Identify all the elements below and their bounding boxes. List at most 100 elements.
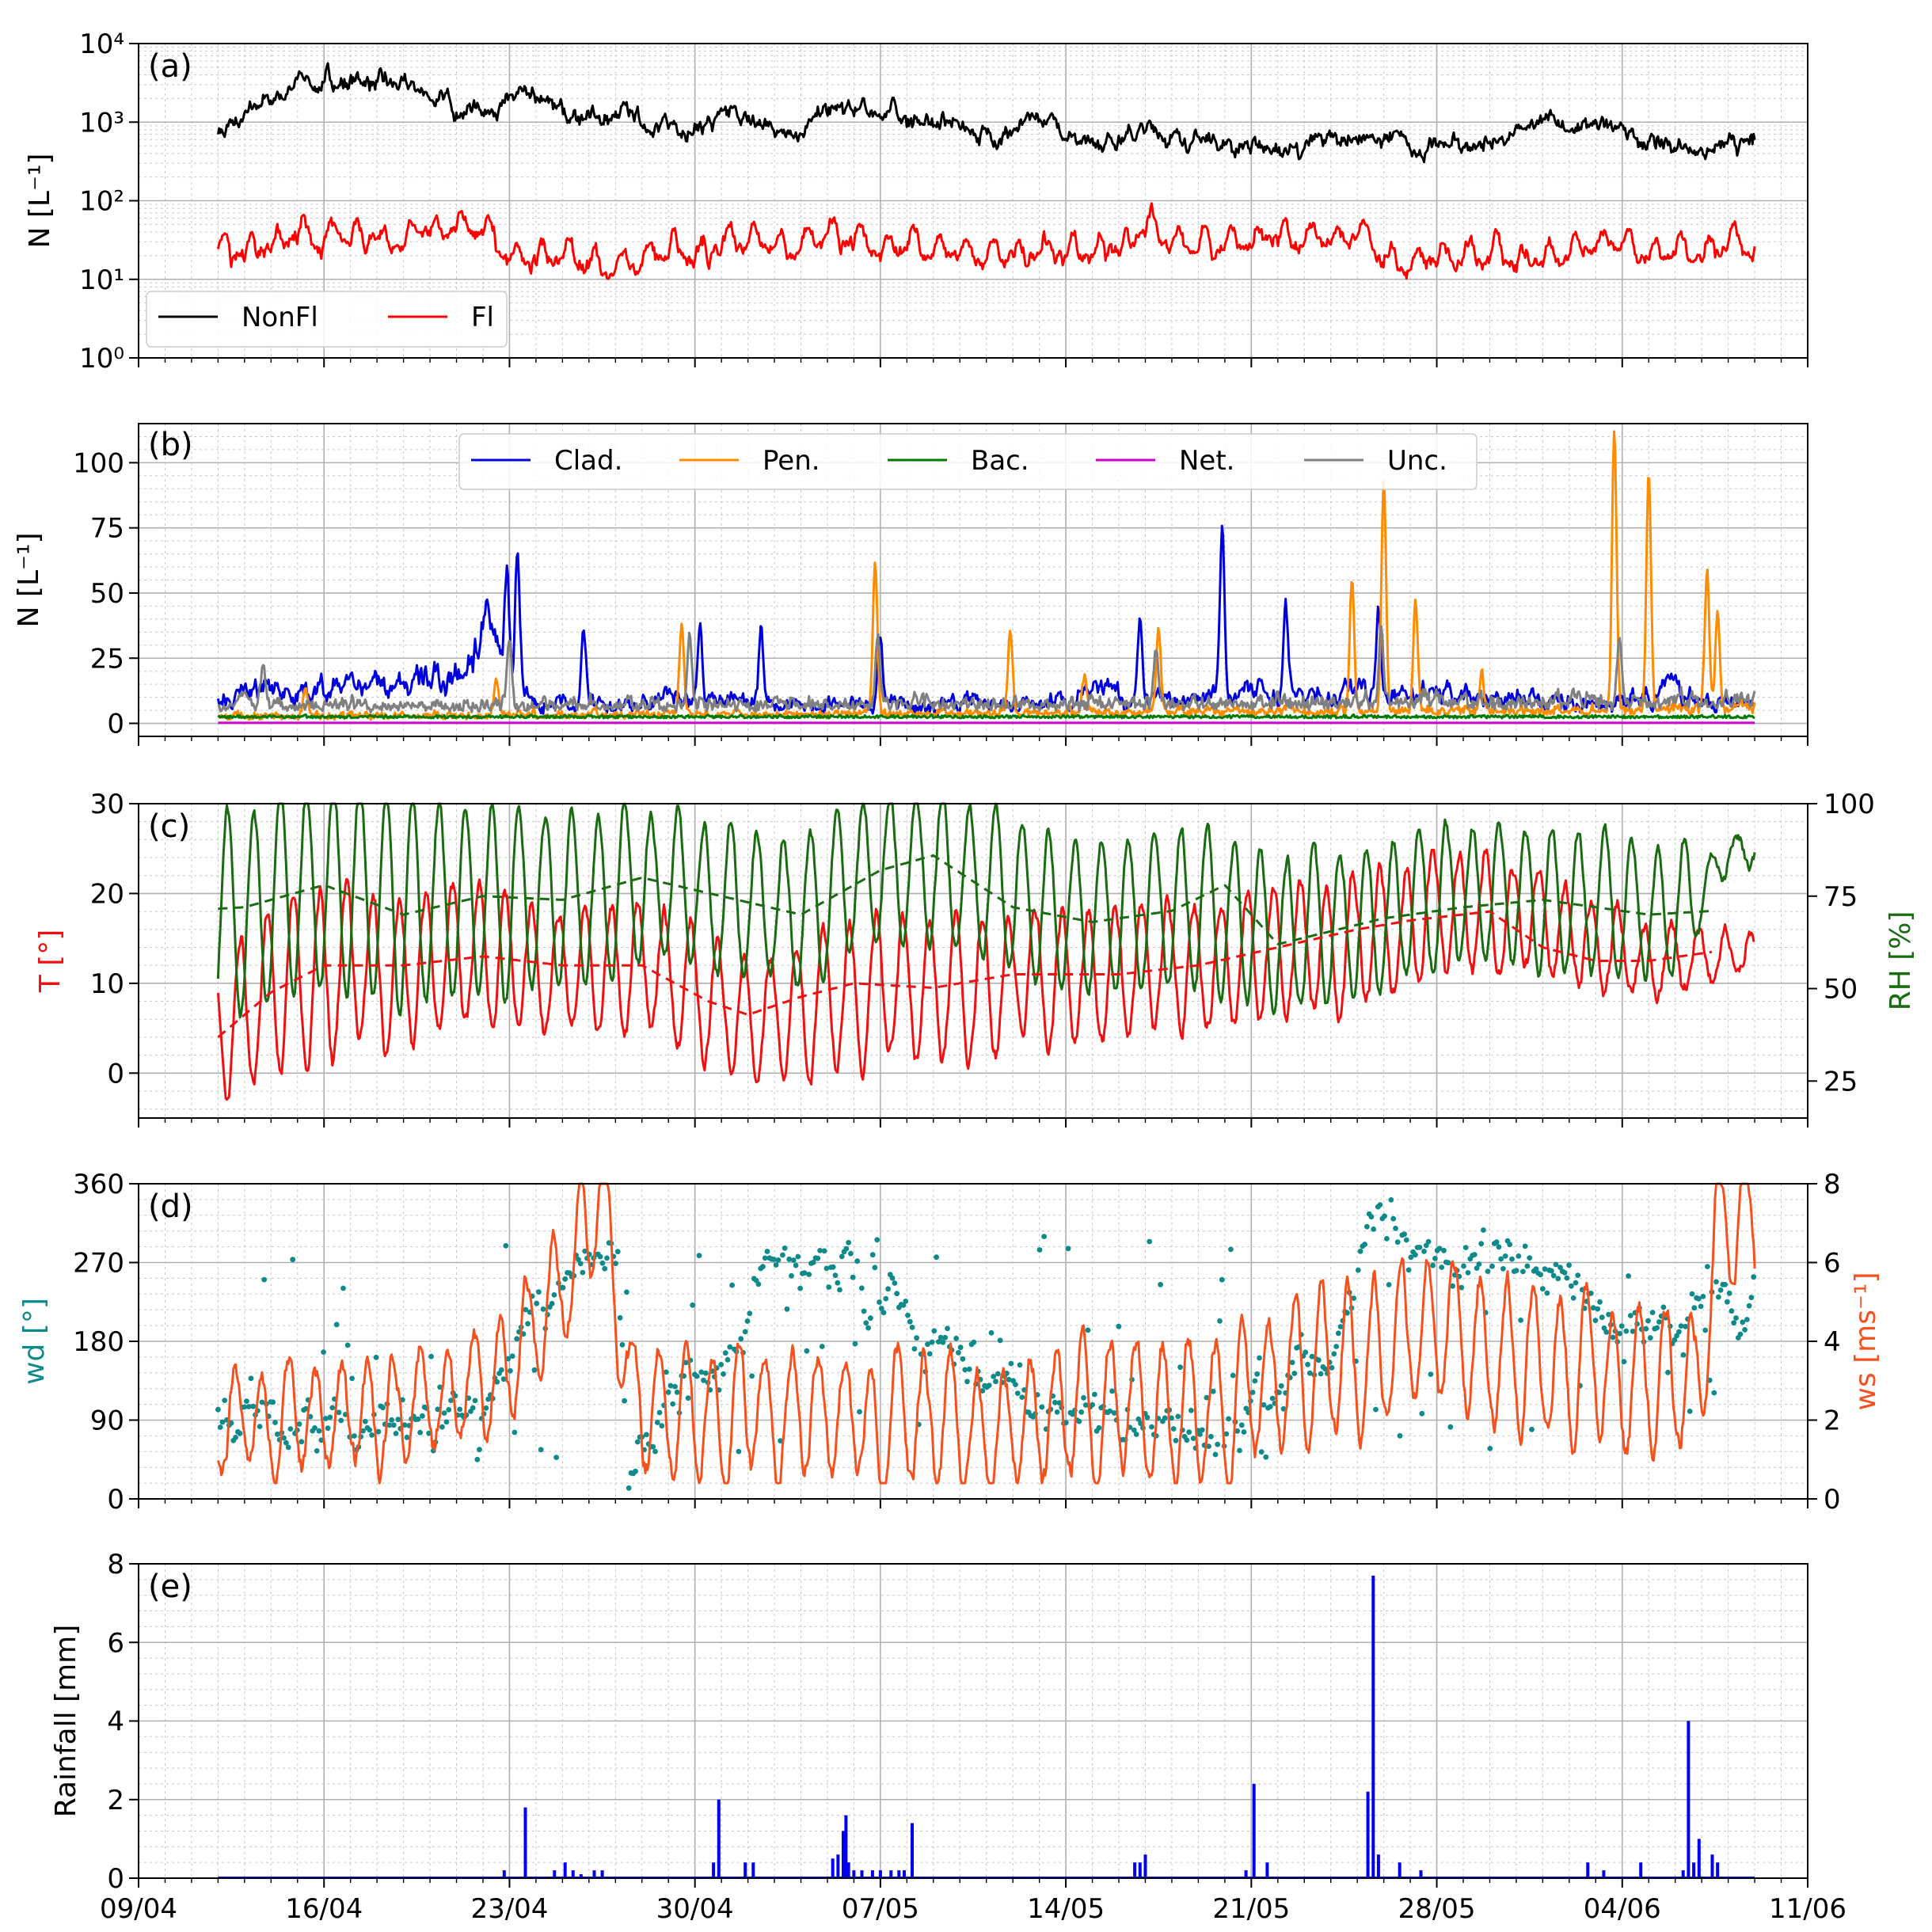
y-tick-label: 75 — [1824, 881, 1858, 913]
wd-point — [322, 1416, 329, 1421]
wd-point — [1691, 1305, 1698, 1311]
wd-point — [1671, 1337, 1678, 1343]
wd-point — [536, 1289, 542, 1295]
wd-point — [1498, 1256, 1504, 1262]
wd-point — [1700, 1294, 1706, 1299]
wd-point — [1199, 1427, 1205, 1433]
series-ws — [216, 1182, 1756, 1485]
wd-point — [597, 1253, 603, 1260]
wd-point — [694, 1373, 700, 1379]
wd-point — [852, 1341, 858, 1347]
wd-point — [995, 1371, 1001, 1377]
wd-point — [883, 1295, 889, 1302]
wd-point — [470, 1405, 476, 1411]
wd-point — [1518, 1318, 1523, 1323]
x-tick-label: 16/04 — [285, 1893, 363, 1925]
rainfall-bar — [911, 1823, 914, 1878]
wd-point — [911, 1346, 918, 1352]
wd-point — [659, 1423, 665, 1429]
rainfall-bar — [1398, 1862, 1401, 1878]
wd-point — [1746, 1303, 1752, 1309]
y-axis-label: T [°] — [34, 930, 67, 994]
wd-point — [1489, 1263, 1495, 1269]
series-bac — [217, 713, 1755, 720]
wd-point — [1078, 1409, 1085, 1415]
wd-point — [744, 1318, 751, 1324]
wd-point — [508, 1367, 513, 1374]
y-axis-label: wd [°] — [18, 1298, 51, 1385]
wd-point — [483, 1405, 489, 1411]
wd-point — [1630, 1329, 1636, 1334]
wd-point — [393, 1431, 399, 1436]
wd-point — [360, 1428, 366, 1434]
wd-point — [1439, 1265, 1445, 1270]
wd-point — [428, 1353, 434, 1360]
y-axis-label: N [L⁻¹] — [24, 154, 56, 249]
wd-point — [670, 1401, 676, 1407]
wd-point — [1269, 1395, 1276, 1401]
wd-point — [242, 1404, 248, 1410]
legend-entry: Unc. — [1387, 445, 1447, 477]
wd-point — [1711, 1390, 1717, 1396]
wd-point — [415, 1416, 421, 1422]
wd-point — [1421, 1249, 1427, 1254]
panel-label: (d) — [148, 1188, 193, 1225]
wd-point — [979, 1388, 986, 1394]
wd-point — [1014, 1390, 1021, 1396]
rainfall-bar — [846, 1862, 850, 1878]
wd-point — [1487, 1446, 1493, 1451]
wd-point — [1133, 1432, 1139, 1437]
wd-point — [1204, 1394, 1210, 1401]
rainfall-bar — [563, 1862, 567, 1878]
rainfall-bar — [1376, 1854, 1380, 1878]
wd-point — [472, 1398, 478, 1404]
wd-point — [549, 1300, 555, 1306]
wd-point — [869, 1252, 876, 1258]
panel-label: (b) — [148, 427, 193, 463]
wd-point — [1733, 1315, 1739, 1321]
series-unc — [217, 625, 1756, 714]
series-rh-mean — [218, 854, 1713, 945]
wd-point — [270, 1399, 276, 1405]
wd-point — [832, 1272, 839, 1279]
wd-point — [801, 1270, 808, 1276]
wd-point — [336, 1409, 342, 1416]
wd-point — [1533, 1266, 1539, 1272]
wd-point — [287, 1426, 294, 1432]
wd-point — [500, 1376, 507, 1382]
wd-point — [1522, 1243, 1528, 1249]
wd-point — [401, 1422, 408, 1428]
y-tick-label: 20 — [90, 878, 124, 910]
wd-point — [721, 1371, 726, 1377]
y-axis-label: Rainfall [mm] — [50, 1625, 82, 1818]
wd-point — [683, 1360, 689, 1366]
wd-point — [1643, 1325, 1649, 1332]
rainfall-bar — [842, 1831, 845, 1878]
wd-point — [614, 1249, 621, 1255]
wd-point — [1408, 1254, 1414, 1261]
wd-point — [1096, 1424, 1102, 1431]
wd-point — [696, 1253, 702, 1259]
wd-point — [404, 1434, 410, 1440]
wd-point — [540, 1306, 546, 1312]
wd-point — [1257, 1355, 1262, 1361]
wd-point — [909, 1325, 915, 1330]
wd-point — [1054, 1409, 1060, 1415]
y-tick-label: 4 — [107, 1706, 124, 1738]
wd-point — [1627, 1313, 1633, 1318]
wd-point — [993, 1379, 998, 1385]
wd-point — [1500, 1266, 1506, 1272]
legend-entry: NonFl — [242, 302, 318, 333]
wd-point — [1306, 1370, 1313, 1376]
wd-point — [1303, 1349, 1309, 1356]
wd-point — [1212, 1451, 1219, 1458]
wd-point — [724, 1356, 731, 1363]
wd-point — [494, 1379, 500, 1385]
wd-point — [1687, 1409, 1693, 1414]
wd-point — [892, 1280, 898, 1286]
legend-entry: Bac. — [971, 445, 1029, 477]
wd-point — [1425, 1238, 1432, 1245]
wd-point — [650, 1443, 656, 1450]
wd-point — [395, 1417, 401, 1423]
